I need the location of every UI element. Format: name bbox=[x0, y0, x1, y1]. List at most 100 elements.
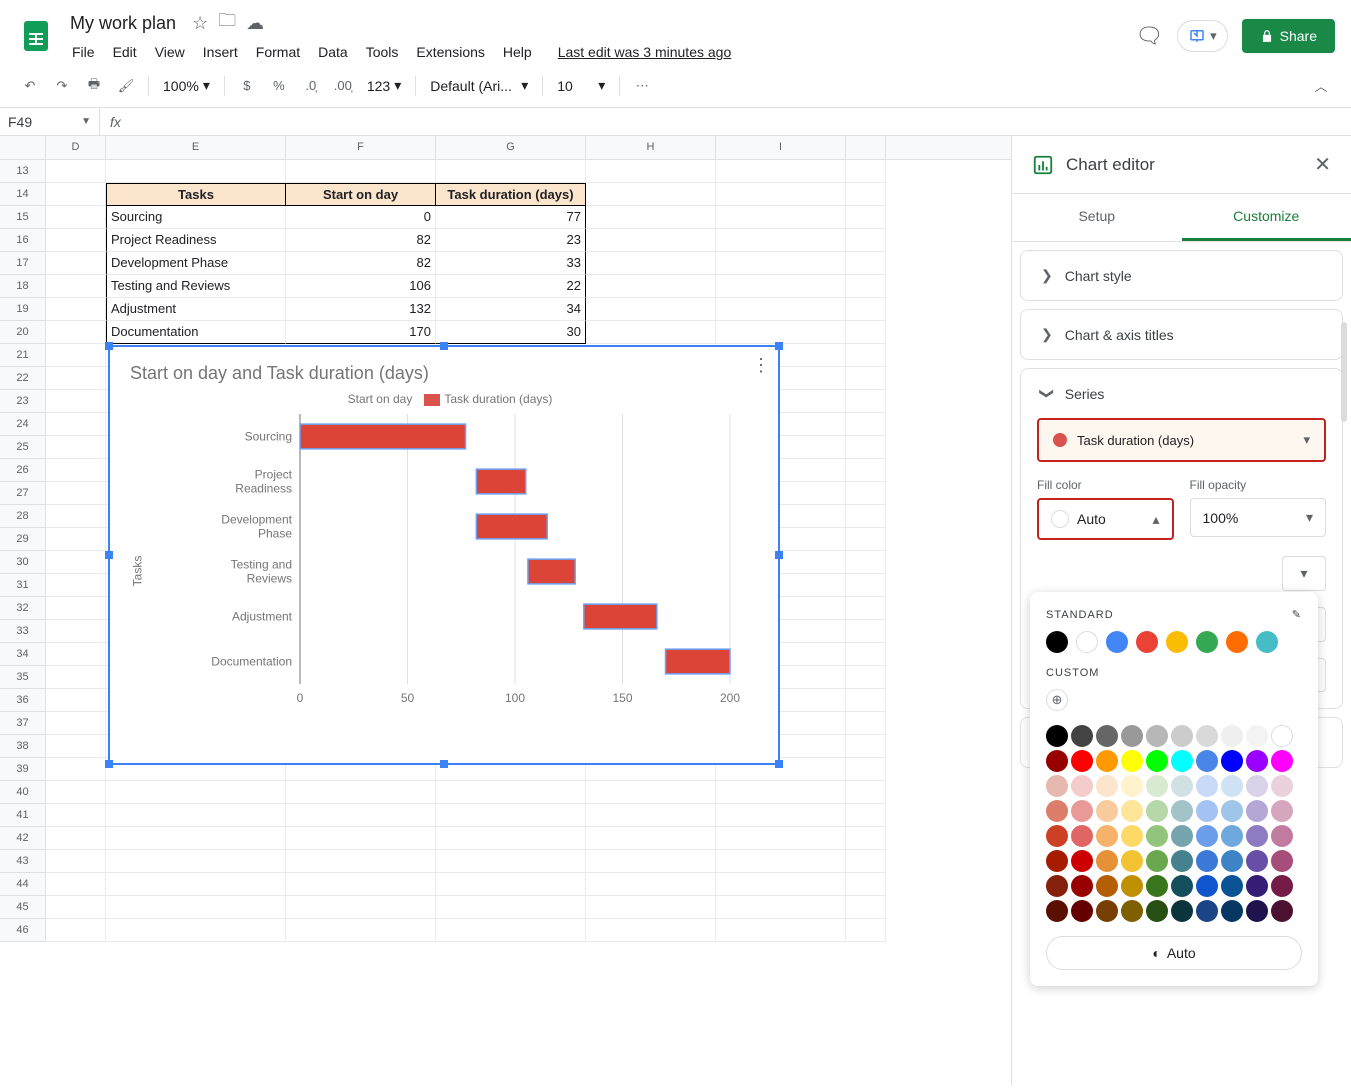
cell[interactable] bbox=[846, 666, 886, 689]
row-header[interactable]: 40 bbox=[0, 781, 46, 804]
color-swatch[interactable] bbox=[1121, 825, 1143, 847]
share-button[interactable]: Share bbox=[1242, 19, 1335, 53]
color-swatch[interactable] bbox=[1096, 725, 1118, 747]
cell[interactable] bbox=[586, 206, 716, 229]
color-swatch[interactable] bbox=[1121, 900, 1143, 922]
auto-color-button[interactable]: ◐Auto bbox=[1046, 936, 1302, 970]
row-header[interactable]: 35 bbox=[0, 666, 46, 689]
row-header[interactable]: 20 bbox=[0, 321, 46, 344]
cell[interactable] bbox=[586, 183, 716, 206]
star-icon[interactable]: ☆ bbox=[192, 13, 208, 34]
present-button[interactable]: ▾ bbox=[1177, 20, 1228, 52]
row-header[interactable]: 38 bbox=[0, 735, 46, 758]
cell[interactable] bbox=[46, 735, 106, 758]
row-header[interactable]: 17 bbox=[0, 252, 46, 275]
color-swatch[interactable] bbox=[1171, 800, 1193, 822]
color-swatch[interactable] bbox=[1106, 631, 1128, 653]
more-icon[interactable]: ⋯ bbox=[628, 72, 656, 100]
row-header[interactable]: 39 bbox=[0, 758, 46, 781]
color-swatch[interactable] bbox=[1171, 750, 1193, 772]
color-swatch[interactable] bbox=[1046, 725, 1068, 747]
cell[interactable] bbox=[846, 873, 886, 896]
color-swatch[interactable] bbox=[1046, 850, 1068, 872]
cell[interactable]: Development Phase bbox=[106, 252, 286, 275]
color-swatch[interactable] bbox=[1246, 875, 1268, 897]
cell[interactable] bbox=[46, 873, 106, 896]
cell[interactable] bbox=[46, 252, 106, 275]
cell[interactable] bbox=[106, 804, 286, 827]
row-header[interactable]: 37 bbox=[0, 712, 46, 735]
cell[interactable] bbox=[846, 827, 886, 850]
cell[interactable] bbox=[846, 781, 886, 804]
move-icon[interactable]: 🗀 bbox=[218, 8, 236, 38]
chart-object[interactable]: ⋮ Start on day and Task duration (days) … bbox=[108, 345, 780, 765]
cell[interactable]: Tasks bbox=[106, 183, 286, 206]
color-swatch[interactable] bbox=[1246, 850, 1268, 872]
cell[interactable] bbox=[286, 160, 436, 183]
zoom-select[interactable]: 100% ▾ bbox=[157, 77, 216, 94]
cell[interactable] bbox=[716, 229, 846, 252]
row-header[interactable]: 34 bbox=[0, 643, 46, 666]
cell[interactable] bbox=[716, 804, 846, 827]
tab-setup[interactable]: Setup bbox=[1012, 194, 1182, 241]
row-header[interactable]: 27 bbox=[0, 482, 46, 505]
color-swatch[interactable] bbox=[1096, 750, 1118, 772]
cell[interactable] bbox=[846, 321, 886, 344]
cell[interactable] bbox=[46, 827, 106, 850]
color-swatch[interactable] bbox=[1196, 800, 1218, 822]
row-header[interactable]: 28 bbox=[0, 505, 46, 528]
color-swatch[interactable] bbox=[1046, 631, 1068, 653]
cell[interactable] bbox=[46, 597, 106, 620]
cell[interactable]: Project Readiness bbox=[106, 229, 286, 252]
cell[interactable]: 34 bbox=[436, 298, 586, 321]
row-header[interactable]: 25 bbox=[0, 436, 46, 459]
color-swatch[interactable] bbox=[1046, 900, 1068, 922]
color-swatch[interactable] bbox=[1196, 900, 1218, 922]
color-swatch[interactable] bbox=[1121, 775, 1143, 797]
cell[interactable] bbox=[586, 229, 716, 252]
menu-help[interactable]: Help bbox=[495, 40, 540, 64]
cell[interactable] bbox=[46, 390, 106, 413]
cell[interactable] bbox=[846, 850, 886, 873]
cell[interactable] bbox=[716, 873, 846, 896]
color-swatch[interactable] bbox=[1121, 875, 1143, 897]
cell[interactable] bbox=[586, 252, 716, 275]
cell[interactable] bbox=[846, 597, 886, 620]
col-header[interactable]: F bbox=[286, 136, 436, 159]
cell[interactable]: Sourcing bbox=[106, 206, 286, 229]
undo-icon[interactable]: ↶ bbox=[16, 72, 44, 100]
color-swatch[interactable] bbox=[1246, 800, 1268, 822]
color-swatch[interactable] bbox=[1046, 775, 1068, 797]
hidden-dd-1[interactable]: ▾ bbox=[1282, 556, 1326, 591]
color-swatch[interactable] bbox=[1171, 825, 1193, 847]
row-header[interactable]: 36 bbox=[0, 689, 46, 712]
color-swatch[interactable] bbox=[1146, 775, 1168, 797]
cell[interactable]: 82 bbox=[286, 229, 436, 252]
color-swatch[interactable] bbox=[1171, 725, 1193, 747]
color-swatch[interactable] bbox=[1146, 850, 1168, 872]
cell[interactable] bbox=[846, 574, 886, 597]
font-select[interactable]: Default (Ari... ▾ bbox=[424, 77, 534, 94]
number-format[interactable]: 123▾ bbox=[361, 77, 407, 94]
cell[interactable] bbox=[46, 551, 106, 574]
color-swatch[interactable] bbox=[1221, 850, 1243, 872]
color-swatch[interactable] bbox=[1271, 900, 1293, 922]
redo-icon[interactable]: ↷ bbox=[48, 72, 76, 100]
cell[interactable] bbox=[46, 643, 106, 666]
chart-menu-icon[interactable]: ⋮ bbox=[752, 355, 770, 376]
color-swatch[interactable] bbox=[1196, 775, 1218, 797]
cell[interactable] bbox=[716, 298, 846, 321]
cell[interactable] bbox=[846, 436, 886, 459]
color-swatch[interactable] bbox=[1046, 875, 1068, 897]
cell[interactable]: 22 bbox=[436, 275, 586, 298]
color-swatch[interactable] bbox=[1146, 825, 1168, 847]
row-header[interactable]: 23 bbox=[0, 390, 46, 413]
row-header[interactable]: 32 bbox=[0, 597, 46, 620]
cell[interactable] bbox=[846, 459, 886, 482]
edit-icon[interactable]: ✎ bbox=[1292, 608, 1302, 621]
cell[interactable] bbox=[286, 850, 436, 873]
col-header[interactable] bbox=[846, 136, 886, 159]
cell[interactable] bbox=[46, 620, 106, 643]
row-header[interactable]: 19 bbox=[0, 298, 46, 321]
row-header[interactable]: 44 bbox=[0, 873, 46, 896]
